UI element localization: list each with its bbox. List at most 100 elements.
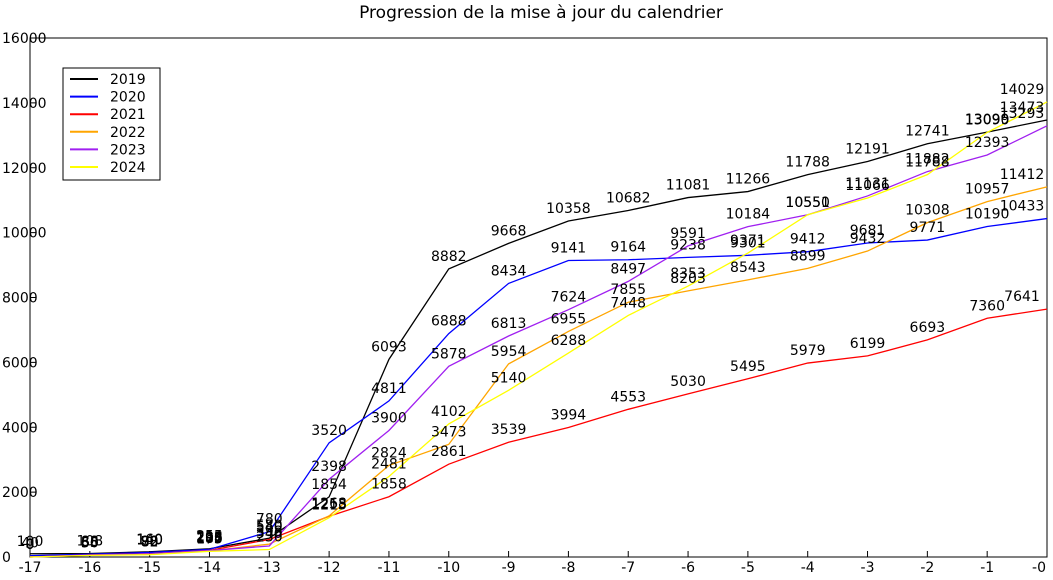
data-label: 255 xyxy=(196,529,223,545)
data-label: 9668 xyxy=(491,223,527,239)
y-tick-label: 14000 xyxy=(2,96,47,112)
legend-label: 2023 xyxy=(110,142,146,158)
data-label: 98 xyxy=(141,534,159,550)
data-label: 11131 xyxy=(845,176,890,192)
x-tick-label: -9 xyxy=(502,560,516,576)
data-label: 12393 xyxy=(965,135,1010,151)
data-label: 11066 xyxy=(845,178,890,194)
data-label: 5140 xyxy=(491,370,527,386)
data-label: 13293 xyxy=(1000,106,1045,122)
x-tick-label: -15 xyxy=(138,560,161,576)
data-label: 40 xyxy=(21,536,39,552)
data-label: 5954 xyxy=(491,344,527,360)
data-label: 6888 xyxy=(431,314,467,330)
data-label: 9432 xyxy=(850,231,886,247)
data-label: 6813 xyxy=(491,316,527,332)
data-label: 3520 xyxy=(311,423,347,439)
chart-title: Progression de la mise à jour du calendr… xyxy=(359,3,723,23)
data-label: 10358 xyxy=(546,201,591,217)
data-label: 8203 xyxy=(670,271,706,287)
data-label: 0 xyxy=(26,537,35,553)
data-label: 1858 xyxy=(371,477,407,493)
data-label: 6288 xyxy=(551,333,587,349)
y-tick-label: 16000 xyxy=(2,31,47,47)
data-label: 60 xyxy=(81,535,99,551)
data-label: 10433 xyxy=(1000,199,1045,215)
data-label: 205 xyxy=(196,530,223,546)
y-tick-label: 0 xyxy=(2,550,11,566)
x-tick-label: -5 xyxy=(741,560,755,576)
data-label: 8899 xyxy=(790,248,826,264)
data-label: 7360 xyxy=(969,298,1005,314)
data-label: 10957 xyxy=(965,182,1010,198)
y-tick-label: 8000 xyxy=(2,291,38,307)
data-label: 1255 xyxy=(311,496,347,512)
data-label: 12191 xyxy=(845,142,890,158)
data-label: 10184 xyxy=(726,207,771,223)
data-label: 9141 xyxy=(551,240,587,256)
data-label: 9681 xyxy=(850,223,886,239)
x-tick-label: -16 xyxy=(78,560,101,576)
data-label: 50 xyxy=(81,535,99,551)
data-label: 8497 xyxy=(610,261,646,277)
data-label: 230 xyxy=(256,530,283,546)
data-label: 5979 xyxy=(790,343,826,359)
data-label: 6093 xyxy=(371,339,407,355)
data-label: 3539 xyxy=(491,422,527,438)
x-tick-label: -7 xyxy=(621,560,635,576)
data-label: 187 xyxy=(196,531,223,547)
data-label: 13090 xyxy=(965,112,1010,128)
x-tick-label: -3 xyxy=(861,560,875,576)
data-label: 8353 xyxy=(670,266,706,282)
data-label: 7448 xyxy=(610,295,646,311)
y-tick-label: 4000 xyxy=(2,420,38,436)
data-label: 65 xyxy=(81,535,99,551)
x-tick-label: -4 xyxy=(801,560,815,576)
data-label: 9591 xyxy=(670,226,706,242)
data-label: 13473 xyxy=(1000,100,1045,116)
data-label: 4553 xyxy=(610,389,646,405)
data-label: 198 xyxy=(196,531,223,547)
x-tick-label: -11 xyxy=(378,560,401,576)
data-label: 11882 xyxy=(905,152,950,168)
data-label: 100 xyxy=(17,534,44,550)
data-label: 2861 xyxy=(431,444,467,460)
data-label: 7624 xyxy=(551,290,587,306)
x-tick-label: -1 xyxy=(980,560,994,576)
data-label: 0 xyxy=(26,537,35,553)
data-label: 88 xyxy=(81,534,99,550)
data-label: 140 xyxy=(136,532,163,548)
data-label: 13099 xyxy=(965,112,1010,128)
data-label: 7641 xyxy=(1004,289,1040,305)
y-tick-label: 6000 xyxy=(2,355,38,371)
x-tick-label: -6 xyxy=(681,560,695,576)
y-tick-label: 10000 xyxy=(2,226,47,242)
plot-frame xyxy=(29,37,1048,558)
x-tick-label: -17 xyxy=(19,560,42,576)
data-label: 9164 xyxy=(610,240,646,256)
series-line xyxy=(29,101,1048,558)
data-label: 580 xyxy=(256,518,283,534)
legend-label: 2024 xyxy=(110,160,146,176)
series-line xyxy=(29,217,1048,557)
data-label: 0 xyxy=(26,537,35,553)
y-tick-label: 12000 xyxy=(2,161,47,177)
data-label: 5495 xyxy=(730,359,766,375)
data-label: 55 xyxy=(81,535,99,551)
data-label: 6199 xyxy=(850,336,886,352)
data-label: 6955 xyxy=(551,311,587,327)
data-label: 12741 xyxy=(905,124,950,140)
data-label: 9771 xyxy=(910,220,946,236)
data-label: 236 xyxy=(196,529,223,545)
data-label: 5030 xyxy=(670,374,706,390)
x-tick-label: -8 xyxy=(561,560,575,576)
data-label: 3473 xyxy=(431,424,467,440)
data-label: 72 xyxy=(141,535,159,551)
data-label: 3994 xyxy=(551,407,587,423)
data-label: 11788 xyxy=(785,155,830,171)
data-label: 6693 xyxy=(910,320,946,336)
data-label: 10550 xyxy=(785,195,830,211)
data-label: 160 xyxy=(136,532,163,548)
